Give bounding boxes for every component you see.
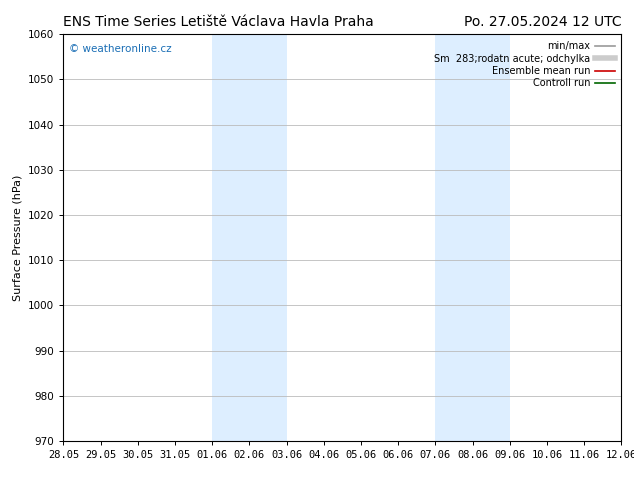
Bar xyxy=(472,34,510,441)
Y-axis label: Surface Pressure (hPa): Surface Pressure (hPa) xyxy=(13,174,23,301)
Bar xyxy=(436,34,472,441)
Text: © weatheronline.cz: © weatheronline.cz xyxy=(69,45,172,54)
Text: ENS Time Series Letiště Václava Havla Praha: ENS Time Series Letiště Václava Havla Pr… xyxy=(63,15,374,29)
Bar xyxy=(212,34,249,441)
Legend: min/max, Sm  283;rodatn acute; odchylka, Ensemble mean run, Controll run: min/max, Sm 283;rodatn acute; odchylka, … xyxy=(432,39,616,90)
Text: Po. 27.05.2024 12 UTC: Po. 27.05.2024 12 UTC xyxy=(463,15,621,29)
Bar xyxy=(249,34,287,441)
